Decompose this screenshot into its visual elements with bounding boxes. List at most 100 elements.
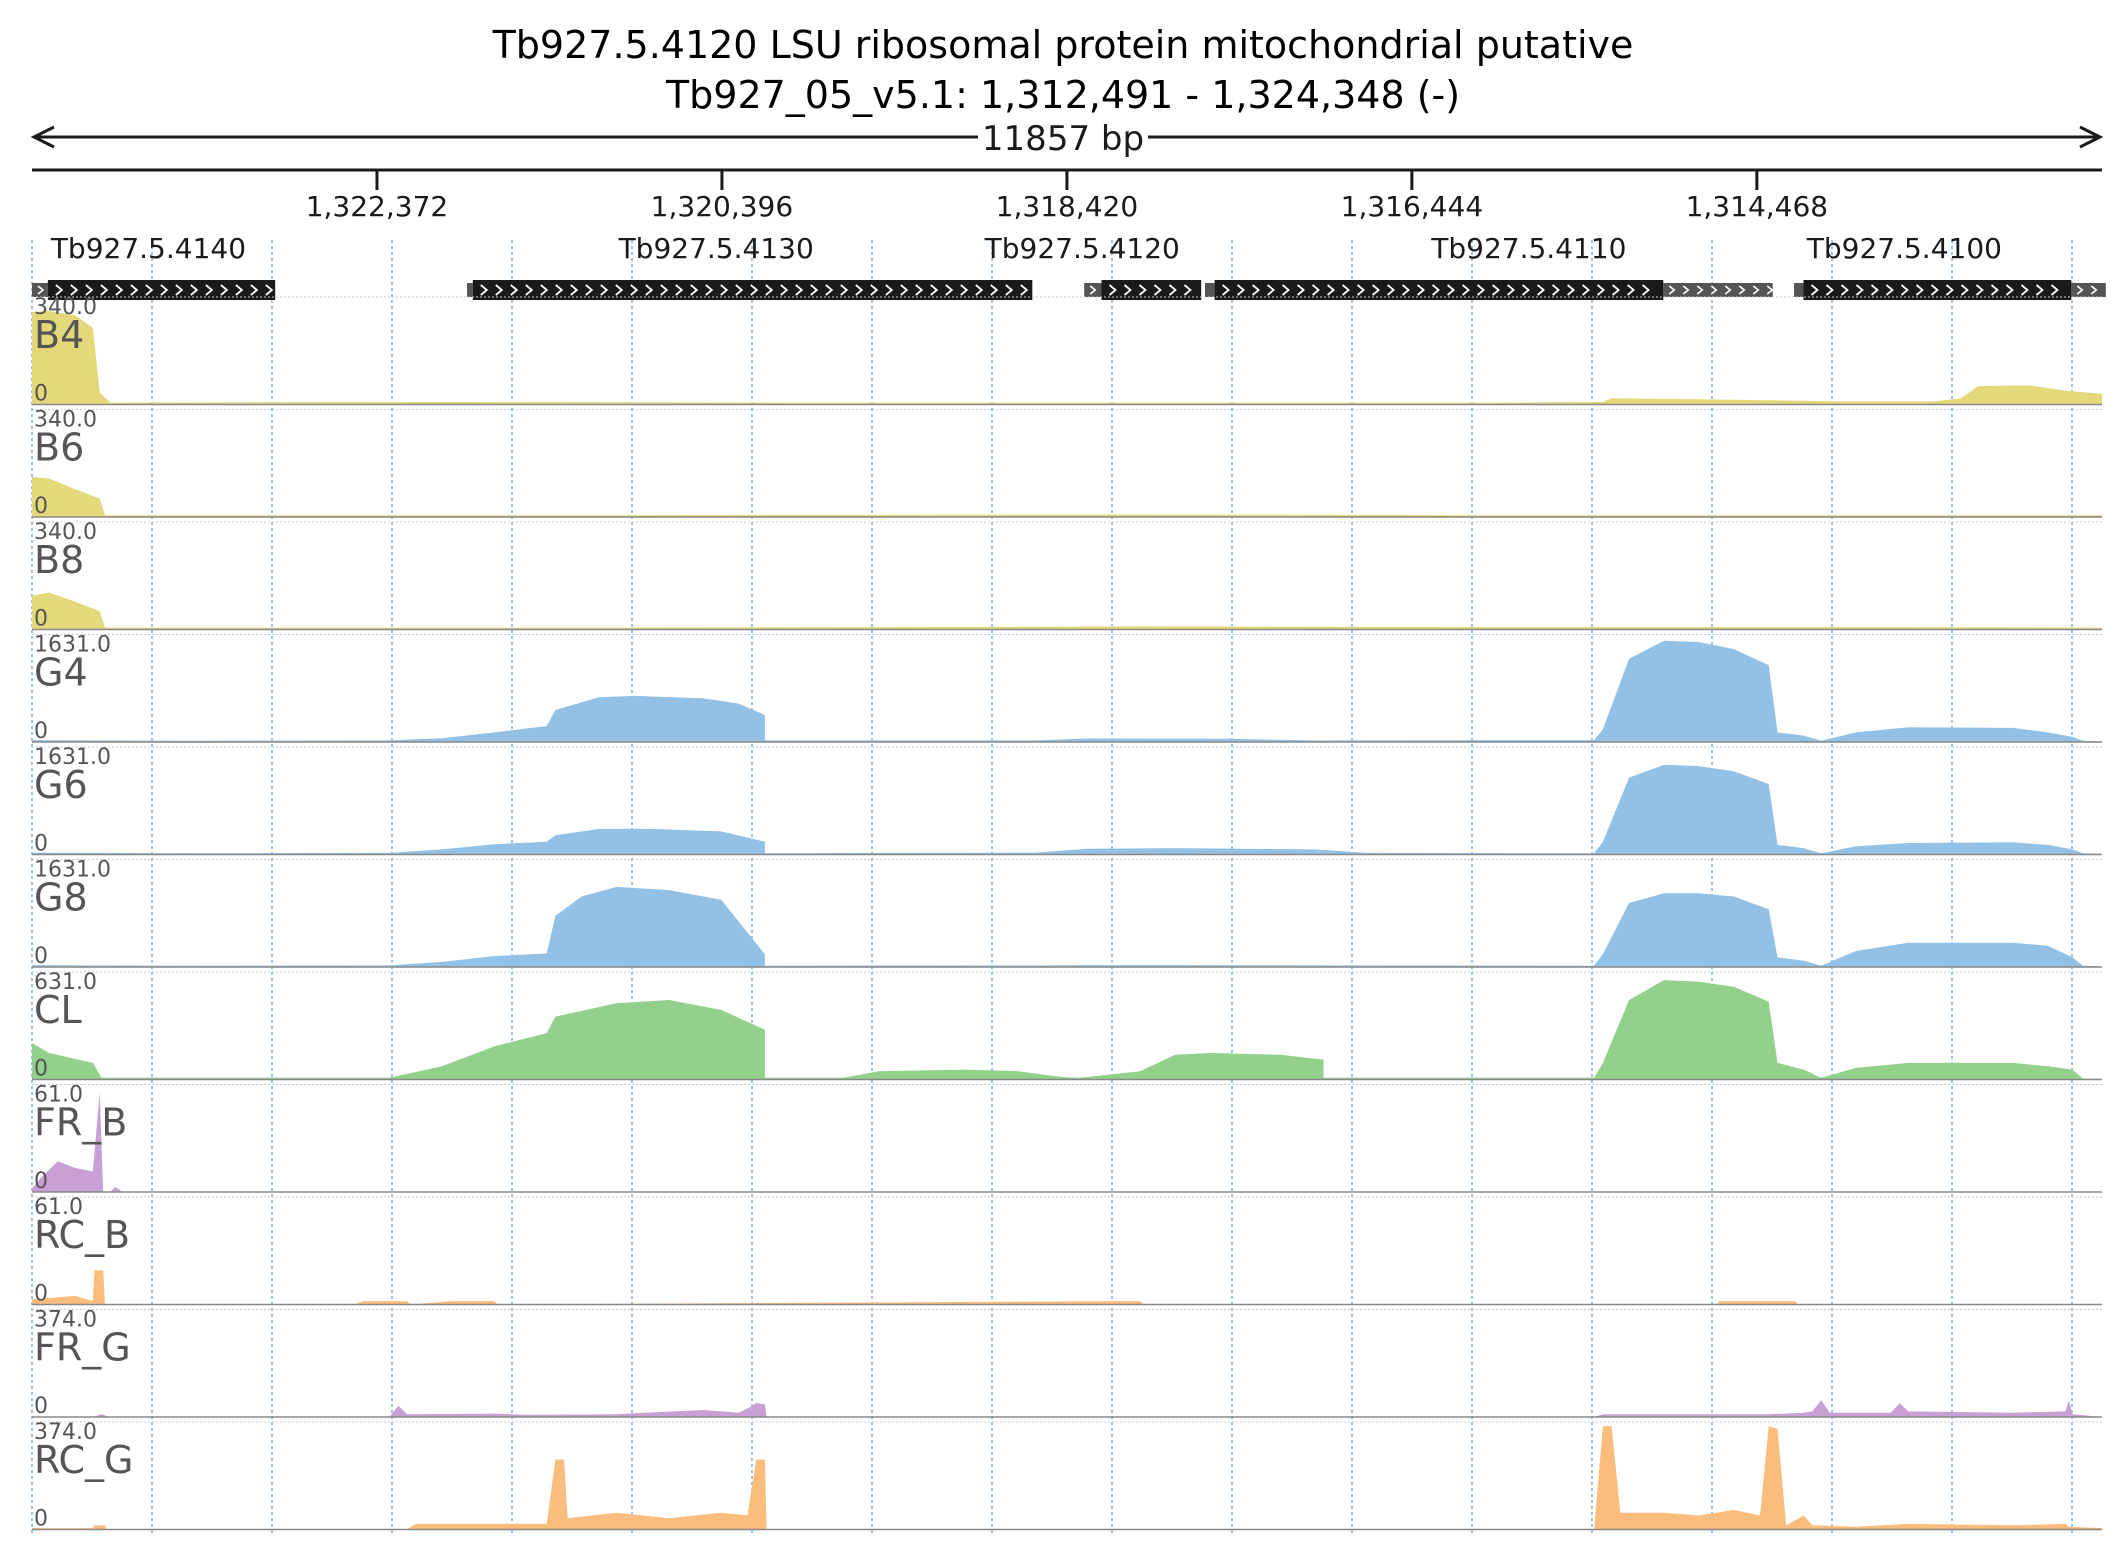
gene-Tb927-5-4120[interactable]: Tb927.5.4120	[984, 232, 1202, 300]
coverage-area	[32, 1270, 2102, 1305]
coverage-area	[32, 764, 2102, 855]
strand-chevron-icon	[1432, 284, 1441, 296]
track-ymin-label: 0	[34, 719, 48, 744]
coverage-area	[32, 640, 2102, 742]
gene-Tb927-5-4100[interactable]: Tb927.5.4100	[1794, 232, 2106, 300]
strand-chevron-icon	[1855, 284, 1864, 296]
track-ymin-label: 0	[34, 1507, 48, 1532]
strand-chevron-icon	[480, 284, 489, 296]
strand-chevron-icon	[1267, 284, 1276, 296]
ruler-tick-label: 1,314,468	[1686, 190, 1829, 223]
track-cl: 631.0CL 0	[32, 970, 2102, 1082]
strand-chevron-icon	[1552, 284, 1561, 296]
strand-chevron-icon	[2076, 285, 2084, 295]
strand-chevron-icon	[810, 284, 819, 296]
gene-Tb927-5-4110[interactable]: Tb927.5.4110	[1205, 232, 1774, 300]
strand-chevron-icon	[1642, 284, 1651, 296]
track-ymax-label: 340.0	[34, 520, 97, 545]
strand-chevron-icon	[1597, 284, 1606, 296]
ruler-tick-label: 1,316,444	[1341, 190, 1484, 223]
strand-chevron-icon	[720, 284, 729, 296]
strand-chevron-icon	[1372, 284, 1381, 296]
track-name-label: G8	[34, 876, 88, 920]
strand-chevron-icon	[510, 284, 519, 296]
strand-chevron-icon	[2035, 284, 2044, 296]
strand-chevron-icon	[750, 284, 759, 296]
track-ymin-label: 0	[34, 494, 48, 519]
track-ymin-label: 0	[34, 1169, 48, 1194]
strand-chevron-icon	[690, 284, 699, 296]
strand-chevron-icon	[1567, 284, 1576, 296]
gene-annotation-track: Tb927.5.4140 Tb927.5.4130 Tb927.5.4120 Tb92…	[32, 232, 2106, 300]
gene-Tb927-5-4140[interactable]: Tb927.5.4140	[32, 232, 276, 300]
strand-chevron-icon	[915, 284, 924, 296]
coverage-area	[32, 310, 2102, 405]
strand-chevron-icon	[1252, 284, 1261, 296]
strand-chevron-icon	[525, 284, 534, 296]
strand-chevron-icon	[1975, 284, 1984, 296]
coverage-area	[32, 1426, 2102, 1530]
gene-utr	[1794, 283, 1804, 297]
strand-chevron-icon	[205, 284, 214, 296]
strand-chevron-icon	[1222, 284, 1231, 296]
strand-chevron-icon	[1507, 284, 1516, 296]
strand-chevron-icon	[265, 284, 274, 296]
track-name-label: B6	[34, 426, 84, 470]
strand-chevron-icon	[2020, 284, 2029, 296]
track-name-label: B4	[34, 313, 84, 357]
strand-chevron-icon	[960, 284, 969, 296]
track-ymin-label: 0	[34, 1057, 48, 1082]
track-ymax-label: 1631.0	[34, 745, 111, 770]
arrowhead-right-icon	[2079, 125, 2104, 149]
gene-label: Tb927.5.4110	[1430, 232, 1626, 265]
strand-chevron-icon	[1668, 285, 1676, 295]
strand-chevron-icon	[1915, 284, 1924, 296]
track-ymax-label: 374.0	[34, 1420, 97, 1445]
strand-chevron-icon	[615, 284, 624, 296]
strand-chevron-icon	[660, 284, 669, 296]
gene-label: Tb927.5.4130	[618, 232, 814, 265]
track-ymax-label: 1631.0	[34, 858, 111, 883]
arrowhead-left-icon	[30, 125, 55, 149]
track-b4: 340.0B4 0	[32, 295, 2102, 407]
gene-label: Tb927.5.4140	[50, 232, 246, 265]
strand-chevron-icon	[1930, 284, 1939, 296]
span-arrow: 11857 bp	[30, 119, 2104, 159]
strand-chevron-icon	[1282, 284, 1291, 296]
track-rc-g: 374.0RC_G 0	[32, 1420, 2102, 1532]
strand-chevron-icon	[705, 284, 714, 296]
gene-Tb927-5-4130[interactable]: Tb927.5.4130	[467, 232, 1033, 300]
strand-chevron-icon	[1183, 284, 1192, 296]
strand-chevron-icon	[1825, 284, 1834, 296]
ruler-tick-label: 1,320,396	[651, 190, 794, 223]
strand-chevron-icon	[235, 284, 244, 296]
gene-cds	[1101, 280, 1202, 300]
strand-chevron-icon	[990, 284, 999, 296]
track-ymin-label: 0	[34, 944, 48, 969]
strand-chevron-icon	[145, 284, 154, 296]
gene-label: Tb927.5.4120	[984, 232, 1180, 265]
track-ymax-label: 340.0	[34, 295, 97, 320]
strand-chevron-icon	[1168, 284, 1177, 296]
strand-chevron-icon	[1752, 285, 1760, 295]
strand-chevron-icon	[555, 284, 564, 296]
track-ymax-label: 61.0	[34, 1195, 83, 1220]
strand-chevron-icon	[175, 284, 184, 296]
strand-chevron-icon	[1357, 284, 1366, 296]
strand-chevron-icon	[115, 284, 124, 296]
strand-chevron-icon	[1312, 284, 1321, 296]
strand-chevron-icon	[1237, 284, 1246, 296]
track-fr-g: 374.0FR_G 0	[32, 1308, 2102, 1419]
strand-chevron-icon	[2005, 284, 2014, 296]
strand-chevron-icon	[1960, 284, 1969, 296]
strand-chevron-icon	[1123, 284, 1132, 296]
strand-chevron-icon	[495, 284, 504, 296]
track-ymin-label: 0	[34, 607, 48, 632]
strand-chevron-icon	[1462, 284, 1471, 296]
strand-chevron-icon	[100, 284, 109, 296]
track-name-label: FR_G	[34, 1326, 131, 1370]
coverage-tracks: 340.0B40340.0B60340.0B801631.0G401631.0G…	[32, 295, 2102, 1532]
track-g6: 1631.0G6 0	[32, 745, 2102, 857]
strand-chevron-icon	[160, 284, 169, 296]
gene-utr	[1205, 283, 1215, 297]
